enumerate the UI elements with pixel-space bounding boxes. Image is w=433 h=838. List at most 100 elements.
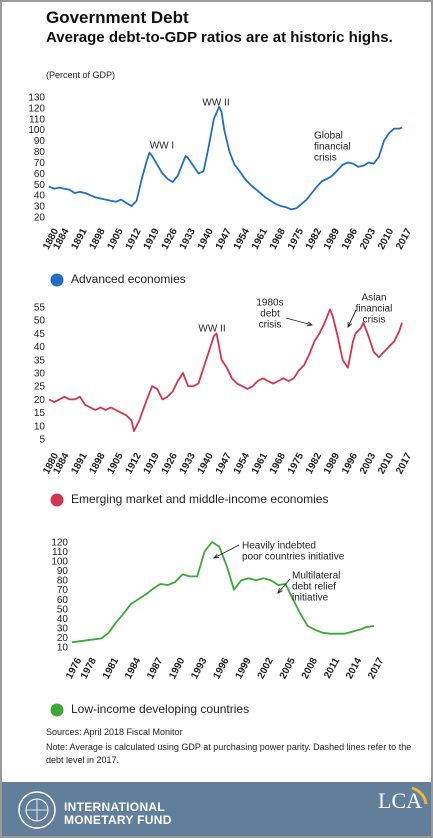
annotation-arrow <box>213 544 240 559</box>
annotation: WW I <box>150 140 174 151</box>
legend-label: Low-income developing countries <box>71 702 249 716</box>
y-tick-label: 40 <box>57 614 69 625</box>
annotation: Global <box>314 130 343 141</box>
y-tick-label: 50 <box>34 316 46 327</box>
x-tick-label: 1989 <box>322 451 342 476</box>
x-tick-label: 1940 <box>196 226 216 251</box>
y-tick-label: 100 <box>28 125 45 136</box>
annotation: crisis <box>314 152 337 163</box>
x-tick-label: 1912 <box>124 451 144 476</box>
x-tick-label: 2010 <box>376 226 396 251</box>
x-tick-label: 1898 <box>88 226 108 251</box>
chart: 5101520253035404550551880188418911898190… <box>34 292 415 507</box>
x-tick-label: 2011 <box>322 656 342 681</box>
x-tick-label: 1996 <box>211 656 231 681</box>
y-tick-label: 50 <box>57 604 69 615</box>
y-tick-label: 40 <box>34 191 46 202</box>
arrow-head <box>212 553 220 559</box>
x-tick-label: 1978 <box>79 656 99 681</box>
annotation: WW II <box>202 97 229 108</box>
y-tick-label: 30 <box>57 623 69 634</box>
arrow-head <box>306 321 314 327</box>
x-tick-label: 1975 <box>286 451 306 476</box>
y-tick-label: 10 <box>34 421 46 432</box>
x-tick-label: 2017 <box>394 451 414 476</box>
annotation: Multilateral <box>292 570 340 581</box>
x-tick-label: 1933 <box>178 451 198 476</box>
y-tick-label: 110 <box>29 114 45 125</box>
y-tick-label: 120 <box>51 537 68 548</box>
org-name: INTERNATIONAL <box>64 800 166 814</box>
arrow-head <box>277 588 283 594</box>
imf-seal <box>18 791 56 829</box>
y-tick-label: 30 <box>34 202 46 213</box>
x-tick-label: 2002 <box>256 656 276 681</box>
x-tick-label: 1968 <box>268 226 288 251</box>
y-tick-label: 80 <box>34 147 46 158</box>
annotation: poor countries initiative <box>242 551 345 562</box>
annotation: 1980s <box>256 297 283 308</box>
y-tick-label: 30 <box>34 369 46 380</box>
annotation: financial <box>314 141 351 152</box>
y-tick-label: 130 <box>28 93 45 104</box>
y-tick-label: 20 <box>57 633 69 644</box>
legend-marker <box>50 703 64 717</box>
unit-label: (Percent of GDP) <box>46 70 116 80</box>
x-tick-label: 1926 <box>160 451 180 476</box>
x-tick-label: 1996 <box>340 226 360 251</box>
y-tick-label: 90 <box>34 136 46 147</box>
y-tick-label: 50 <box>34 180 46 191</box>
x-tick-label: 2017 <box>394 226 414 251</box>
annotation-arrow <box>347 309 357 328</box>
note: Note: Average is calculated using GDP at… <box>46 742 412 765</box>
annotation: debt relief <box>292 581 336 592</box>
y-tick-label: 35 <box>34 355 46 366</box>
annotation: crisis <box>259 319 282 330</box>
x-tick-label: 1954 <box>232 226 252 251</box>
annotation: Heavily indebted <box>242 540 316 551</box>
annotation-arrow <box>285 317 313 326</box>
y-tick-label: 80 <box>57 576 69 587</box>
x-tick-label: 1919 <box>142 451 162 476</box>
x-tick-label: 1954 <box>232 451 252 476</box>
subtitle: Average debt-to-GDP ratios are at histor… <box>46 29 393 46</box>
x-tick-label: 1940 <box>196 451 216 476</box>
annotation: initiative <box>292 592 329 603</box>
x-tick-label: 1981 <box>101 656 121 681</box>
y-tick-label: 20 <box>34 213 46 224</box>
y-tick-label: 45 <box>34 329 46 340</box>
x-tick-label: 2003 <box>358 226 378 251</box>
x-tick-label: 1891 <box>69 226 89 251</box>
x-tick-label: 1919 <box>142 226 162 251</box>
x-tick-label: 1905 <box>106 451 126 476</box>
annotation: debt <box>260 308 280 319</box>
x-tick-label: 2017 <box>366 656 386 681</box>
y-tick-label: 15 <box>34 408 46 419</box>
x-tick-label: 1990 <box>167 656 187 681</box>
x-tick-label: 2008 <box>300 656 320 681</box>
annotation: financial <box>356 303 393 314</box>
annotation: Asian <box>361 292 386 303</box>
sources: Sources: April 2018 Fiscal Monitor <box>46 727 183 737</box>
x-tick-label: 1961 <box>250 451 270 476</box>
y-tick-label: 120 <box>28 103 45 114</box>
line <box>48 308 403 432</box>
x-tick-label: 1926 <box>160 226 180 251</box>
legend-marker <box>50 273 64 287</box>
annotation-arrow <box>277 578 291 594</box>
legend-marker <box>50 493 64 507</box>
footer-band <box>2 782 431 836</box>
x-tick-label: 1947 <box>214 451 234 476</box>
x-tick-label: 2014 <box>344 656 364 681</box>
x-tick-label: 1891 <box>69 451 89 476</box>
y-tick-label: 55 <box>34 302 46 313</box>
y-tick-label: 10 <box>57 643 69 654</box>
x-tick-label: 1982 <box>304 226 324 251</box>
legend-label: Emerging market and middle-income econom… <box>71 492 328 506</box>
line <box>48 105 403 211</box>
line <box>71 541 375 644</box>
x-tick-label: 2005 <box>278 656 298 681</box>
y-tick-label: 25 <box>34 382 46 393</box>
x-tick-label: 1968 <box>268 451 288 476</box>
